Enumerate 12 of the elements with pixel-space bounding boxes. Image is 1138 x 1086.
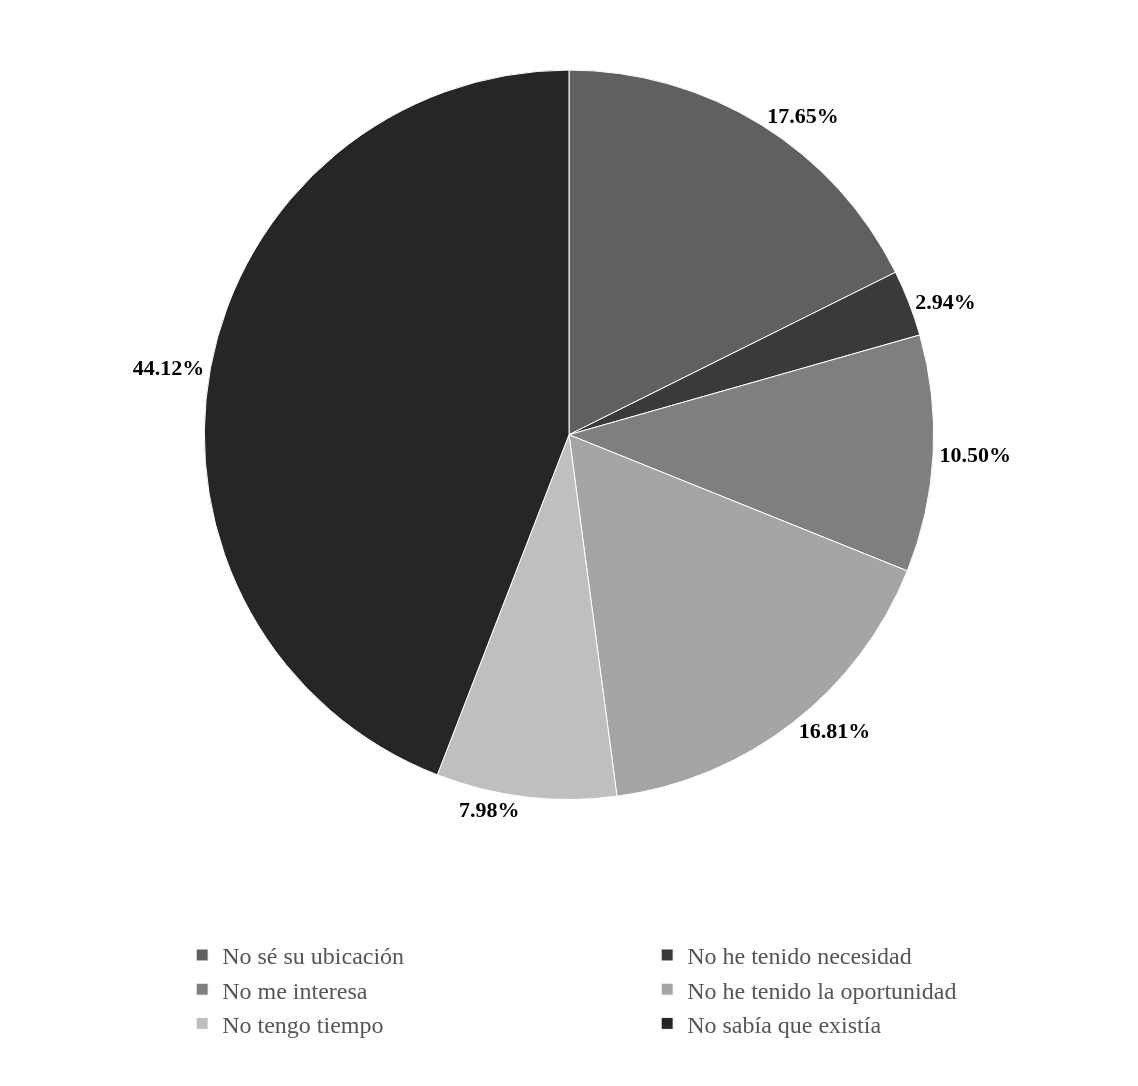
data-label: 17.65%	[767, 103, 839, 129]
data-label: 7.98%	[459, 796, 520, 822]
data-label: 10.50%	[939, 441, 1011, 467]
data-label: 16.81%	[798, 718, 871, 744]
legend-label: No sé su ubicación	[222, 943, 405, 970]
legend-label: No tengo tiempo	[222, 1011, 384, 1038]
legend-label: No sabía que existía	[687, 1011, 882, 1038]
legend-label: No me interesa	[222, 977, 368, 1004]
data-label: 2.94%	[915, 288, 976, 314]
legend-label: No he tenido necesidad	[687, 943, 912, 970]
legend-label: No he tenido la oportunidad	[687, 977, 957, 1004]
data-label: 44.12%	[132, 354, 205, 380]
